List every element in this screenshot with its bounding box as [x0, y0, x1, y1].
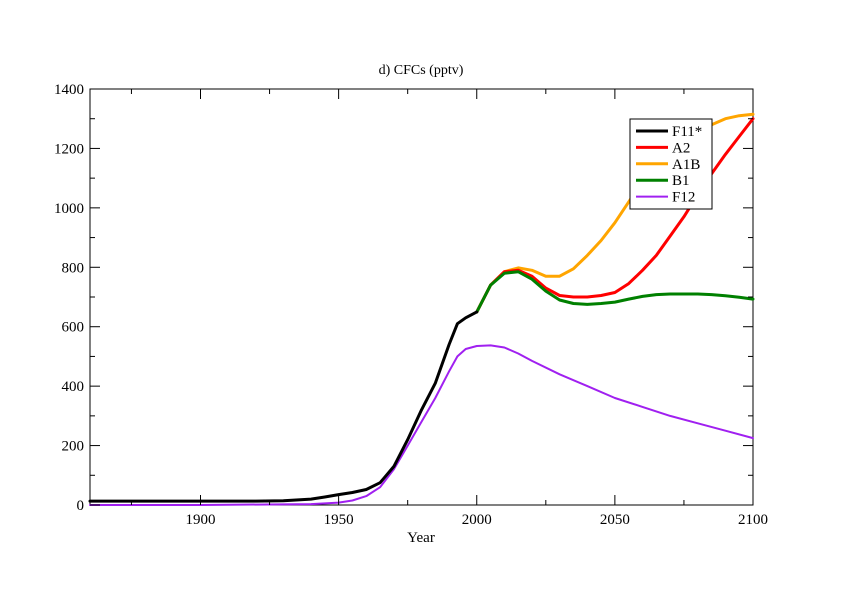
legend-label: A1B [672, 157, 700, 173]
y-tick-label: 1400 [54, 82, 84, 98]
x-axis-title: Year [407, 530, 435, 546]
legend-label: B1 [672, 173, 690, 189]
legend-label: F12 [672, 190, 695, 206]
y-tick-label: 600 [62, 320, 85, 336]
x-tick-label: 1900 [186, 512, 216, 528]
x-tick-label: 2000 [462, 512, 492, 528]
chart-title: d) CFCs (pptv) [379, 63, 464, 78]
x-tick-label: 2100 [738, 512, 768, 528]
legend-label: A2 [672, 140, 690, 156]
series-line-f11 [88, 310, 479, 503]
y-tick-label: 200 [62, 439, 85, 455]
x-tick-label: 1950 [324, 512, 354, 528]
tick-layer: 1900 1950 2000 2050 2100 0 200 400 600 800 1000 120… [54, 82, 768, 528]
x-tick-label: 2050 [600, 512, 630, 528]
y-tick-label: 1000 [54, 201, 84, 217]
y-tick-label: 800 [62, 260, 85, 276]
y-tick-label: 400 [62, 379, 85, 395]
y-tick-label: 1200 [54, 141, 84, 157]
series-line-b1 [475, 270, 755, 314]
legend-label: F11* [672, 124, 702, 140]
series-line-f12 [89, 344, 754, 506]
y-tick-label: 0 [77, 498, 85, 514]
